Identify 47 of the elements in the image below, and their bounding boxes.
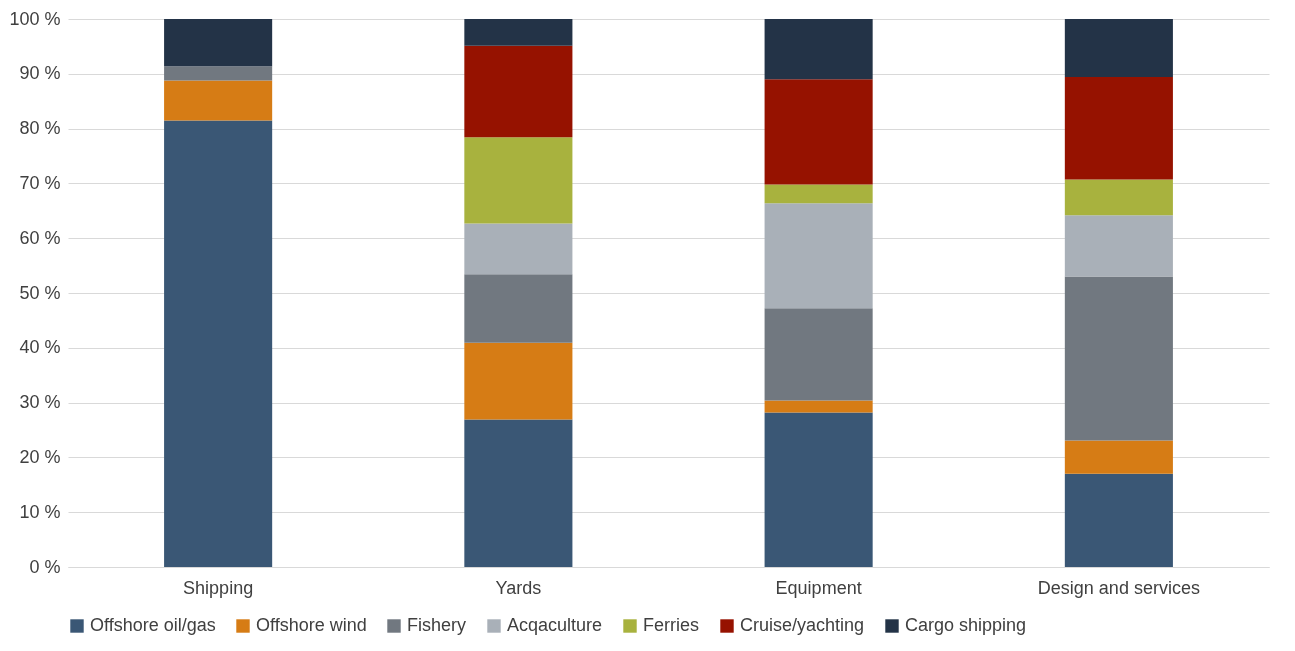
y-tick-label: 70 % [19, 172, 61, 193]
bar [464, 223, 573, 275]
bar [764, 308, 873, 401]
y-tick-label: 50 % [19, 282, 61, 303]
legend-label: Acqaculture [507, 615, 603, 635]
y-tick-label: 30 % [19, 392, 61, 413]
legend-label: Offshore oil/gas [90, 615, 216, 635]
bar [1064, 19, 1173, 78]
x-tick-label: Shipping [183, 577, 254, 598]
bar [764, 400, 873, 413]
bar [764, 19, 873, 80]
legend-label: Ferries [643, 615, 700, 635]
bar [464, 45, 573, 138]
bar [1064, 440, 1173, 474]
y-tick-label: 60 % [19, 227, 61, 248]
bar [764, 412, 873, 567]
bar [764, 79, 873, 185]
bar [1064, 215, 1173, 277]
bar [1064, 179, 1173, 216]
y-tick-label: 0 % [29, 556, 61, 577]
bar [464, 19, 573, 46]
bar [1064, 473, 1173, 567]
bar [164, 80, 273, 121]
bar [164, 120, 273, 567]
x-tick-label: Yards [495, 577, 542, 598]
bar [464, 137, 573, 224]
legend-label: Fishery [407, 615, 467, 635]
bar [764, 203, 873, 309]
bar [164, 19, 273, 67]
bar [764, 184, 873, 204]
legend-label: Cruise/yachting [740, 615, 865, 635]
x-tick-label: Equipment [775, 577, 862, 598]
y-tick-label: 90 % [19, 63, 61, 84]
bar [164, 66, 273, 81]
y-tick-label: 100 % [9, 8, 61, 29]
y-tick-label: 10 % [19, 501, 61, 522]
bar [1064, 77, 1173, 180]
bar [464, 342, 573, 420]
x-tick-label: Design and services [1037, 577, 1200, 598]
bar [464, 419, 573, 567]
legend-label: Cargo shipping [905, 615, 1027, 635]
legend-label: Offshore wind [256, 615, 367, 635]
y-tick-label: 20 % [19, 446, 61, 467]
y-tick-label: 40 % [19, 337, 61, 358]
y-tick-label: 80 % [19, 118, 61, 139]
bar [464, 274, 573, 343]
bar [1064, 276, 1173, 441]
